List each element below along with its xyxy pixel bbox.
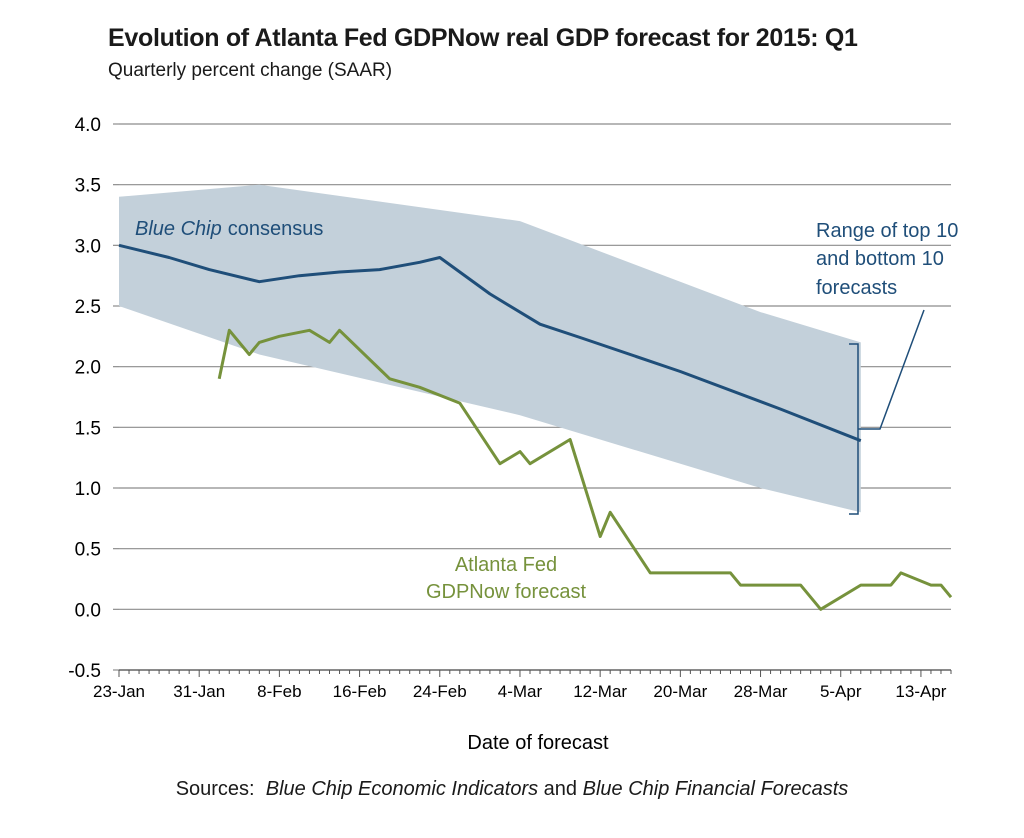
consensus-series-label: Blue Chip consensus xyxy=(135,218,323,240)
y-tick-label: 3.0 xyxy=(75,236,101,257)
x-axis-label: Date of forecast xyxy=(467,732,609,754)
y-tick-label: 1.0 xyxy=(75,479,101,500)
annotations: Blue Chip consensus Atlanta Fed GDPNow fo… xyxy=(135,218,958,603)
chart-subtitle: Quarterly percent change (SAAR) xyxy=(108,60,393,81)
x-tick-label: 12-Mar xyxy=(573,682,627,701)
range-band-layer xyxy=(119,184,861,513)
x-tick-label: 8-Feb xyxy=(257,682,301,701)
y-tick-label: 0.0 xyxy=(75,600,101,621)
sources-conjunction: and xyxy=(543,778,578,800)
x-tick-label: 13-Apr xyxy=(895,682,946,701)
sources-prefix: Sources: xyxy=(175,778,255,800)
y-tick-label: 3.5 xyxy=(75,176,101,197)
x-axis-tick-labels: 23-Jan 31-Jan 8-Feb 16-Feb 24-Feb 4-Mar 12-Mar… xyxy=(93,682,947,701)
x-tick-label: 16-Feb xyxy=(333,682,387,701)
range-label-line3: forecasts xyxy=(816,277,897,299)
source-financial-forecasts: Blue Chip Financial Forecasts xyxy=(582,778,849,800)
range-leader-line xyxy=(868,309,925,430)
series-layer xyxy=(118,243,953,611)
consensus-line xyxy=(118,243,862,443)
sources-note: Sources: Blue Chip Economic Indicators a… xyxy=(0,778,1024,801)
consensus-label-italic: Blue Chip xyxy=(135,218,222,240)
x-tick-label: 23-Jan xyxy=(93,682,145,701)
consensus-label-rest: consensus xyxy=(228,218,324,240)
y-tick-label: 2.5 xyxy=(75,297,101,318)
y-tick-label: 1.5 xyxy=(75,418,101,439)
chart-title: Evolution of Atlanta Fed GDPNow real GDP… xyxy=(108,24,858,52)
x-axis xyxy=(118,669,952,677)
range-band xyxy=(119,184,861,513)
y-axis-tick-labels: -0.5 0.0 0.5 1.0 1.5 2.0 2.5 3.0 3.5 4.0 xyxy=(68,115,101,682)
gdpnow-label-line2: GDPNow forecast xyxy=(426,581,586,603)
x-tick-label: 20-Mar xyxy=(653,682,707,701)
x-tick-label: 4-Mar xyxy=(498,682,543,701)
gdpnow-line xyxy=(217,328,953,611)
x-tick-label: 28-Mar xyxy=(734,682,788,701)
source-economic-indicators: Blue Chip Economic Indicators xyxy=(265,778,539,800)
range-bracket xyxy=(849,343,868,515)
y-tick-label: -0.5 xyxy=(68,661,101,682)
range-label-line1: Range of top 10 xyxy=(816,220,958,242)
y-tick-label: 2.0 xyxy=(75,358,101,379)
y-tick-label: 0.5 xyxy=(75,540,101,561)
x-tick-label: 5-Apr xyxy=(820,682,862,701)
range-label-line2: and bottom 10 xyxy=(816,248,944,270)
y-tick-label: 4.0 xyxy=(75,115,101,136)
x-tick-label: 31-Jan xyxy=(173,682,225,701)
gdpnow-label-line1: Atlanta Fed xyxy=(455,554,557,576)
x-tick-label: 24-Feb xyxy=(413,682,467,701)
